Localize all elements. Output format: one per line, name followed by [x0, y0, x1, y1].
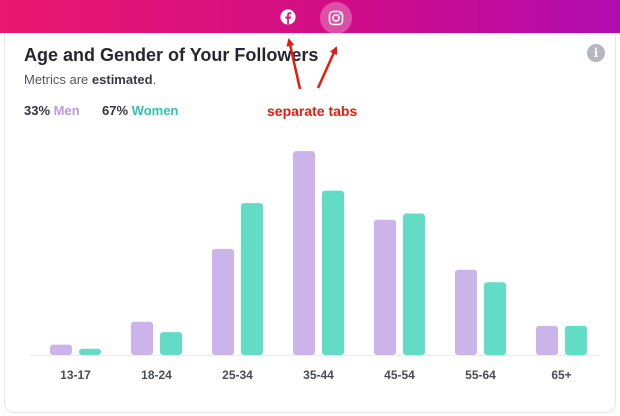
bar-men-18-24[interactable] [131, 321, 153, 355]
men-label: Men [53, 103, 80, 118]
bar-women-25-34[interactable] [241, 203, 263, 355]
instagram-tab[interactable] [320, 2, 352, 34]
bar-men-65+[interactable] [536, 325, 558, 355]
bar-men-45-54[interactable] [374, 219, 396, 355]
bar-men-25-34[interactable] [212, 248, 234, 355]
info-icon[interactable]: i [587, 44, 605, 62]
men-percent: 33% [24, 103, 51, 118]
facebook-icon [280, 9, 296, 25]
annotation-text: separate tabs [267, 103, 358, 119]
bar-women-55-64[interactable] [484, 282, 506, 355]
subtitle-prefix: Metrics are [24, 72, 92, 87]
x-tick-label: 55-64 [465, 368, 496, 382]
x-tick-label: 45-54 [384, 368, 415, 382]
subtitle-suffix: . [152, 72, 157, 87]
bar-women-45-54[interactable] [403, 213, 425, 355]
bar-women-13-17[interactable] [79, 348, 101, 355]
men-stat: 33% Men [24, 103, 80, 118]
women-percent: 67% [102, 103, 129, 118]
card-subtitle: Metrics are estimated. [24, 72, 156, 87]
bar-men-55-64[interactable] [455, 269, 477, 355]
women-stat: 67% Women [102, 103, 178, 118]
x-tick-label: 18-24 [141, 368, 172, 382]
x-tick-label: 35-44 [303, 368, 334, 382]
card-title: Age and Gender of Your Followers [24, 45, 319, 65]
bar-women-35-44[interactable] [322, 190, 344, 355]
bar-men-13-17[interactable] [50, 344, 72, 355]
bar-women-18-24[interactable] [160, 332, 182, 355]
facebook-tab[interactable] [274, 3, 302, 31]
x-tick-label: 65+ [551, 368, 571, 382]
top-tab-bar [0, 0, 620, 34]
women-label: Women [131, 103, 179, 118]
x-tick-label: 25-34 [222, 368, 253, 382]
bar-women-65+[interactable] [565, 325, 587, 355]
x-tick-label: 13-17 [60, 368, 91, 382]
bar-men-35-44[interactable] [293, 151, 315, 355]
instagram-icon [328, 10, 344, 26]
subtitle-emphasis: estimated [91, 72, 153, 87]
